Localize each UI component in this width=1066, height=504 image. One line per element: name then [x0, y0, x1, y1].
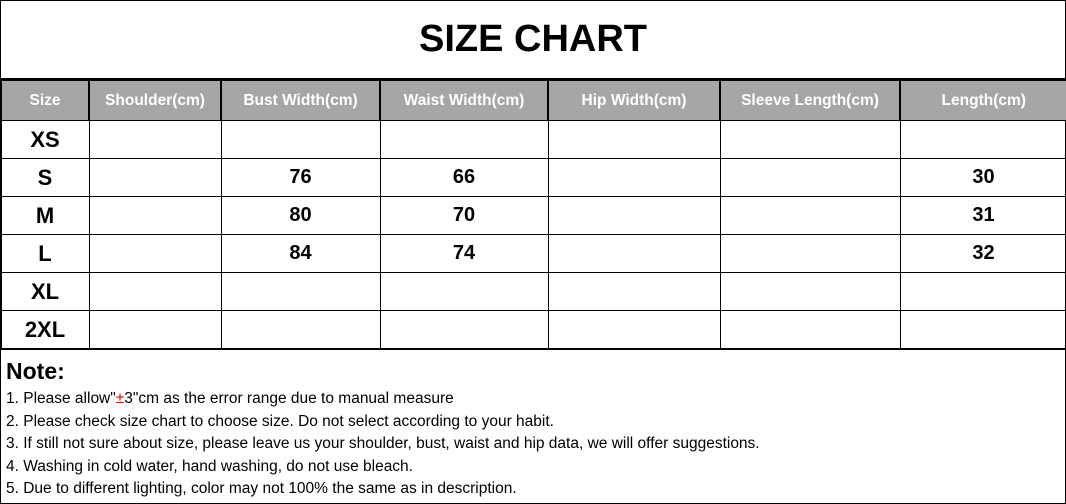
- table-cell: [220, 272, 381, 311]
- table-cell: [88, 158, 222, 197]
- table-cell: [719, 272, 901, 311]
- column-header: Shoulder(cm): [88, 80, 222, 121]
- table-cell: [719, 158, 901, 197]
- table-cell: 74: [379, 234, 549, 273]
- table-cell: [88, 120, 222, 159]
- size-table: Size Shoulder(cm) Bust Width(cm) Waist Widt…: [0, 80, 1066, 349]
- table-cell: [547, 196, 721, 235]
- size-label: 2XL: [0, 310, 90, 349]
- size-label: XL: [0, 272, 90, 311]
- table-cell: [88, 272, 222, 311]
- column-header: Hip Width(cm): [547, 80, 721, 121]
- header-row: Size Shoulder(cm) Bust Width(cm) Waist Widt…: [0, 80, 1066, 121]
- notes-section: Note: 1. Please allow"±3"cm as the error…: [0, 348, 1066, 504]
- table-cell: 32: [899, 234, 1066, 273]
- size-label: M: [0, 196, 90, 235]
- note-text: 3"cm as the error range due to manual me…: [124, 390, 454, 407]
- table-cell: [88, 196, 222, 235]
- table-cell: [88, 310, 222, 349]
- table-row: L 84 74 32: [0, 234, 1066, 273]
- size-label: XS: [0, 120, 90, 159]
- table-cell: [379, 310, 549, 349]
- page-title: SIZE CHART: [0, 0, 1066, 80]
- table-row: 2XL: [0, 310, 1066, 349]
- table-cell: 84: [220, 234, 381, 273]
- note-item: 3. If still not sure about size, please …: [6, 435, 760, 452]
- table-cell: [899, 272, 1066, 311]
- plus-minus-highlight: ±: [115, 390, 125, 407]
- table-cell: [379, 272, 549, 311]
- table-cell: [547, 158, 721, 197]
- column-header: Bust Width(cm): [220, 80, 381, 121]
- table-cell: [719, 310, 901, 349]
- table-cell: 31: [899, 196, 1066, 235]
- table-cell: [547, 272, 721, 311]
- notes-heading: Note:: [6, 358, 65, 384]
- table-row: XL: [0, 272, 1066, 311]
- table-cell: [220, 310, 381, 349]
- table-row: XS: [0, 120, 1066, 159]
- column-header: Waist Width(cm): [379, 80, 549, 121]
- column-header: Sleeve Length(cm): [719, 80, 901, 121]
- table-cell: [220, 120, 381, 159]
- note-item: 2. Please check size chart to choose siz…: [6, 412, 554, 430]
- table-cell: [719, 196, 901, 235]
- table-cell: [899, 310, 1066, 349]
- table-cell: 80: [220, 196, 381, 235]
- table-row: M 80 70 31: [0, 196, 1066, 235]
- table-cell: [547, 120, 721, 159]
- table-cell: 66: [379, 158, 549, 197]
- size-label: S: [0, 158, 90, 197]
- table-cell: [719, 234, 901, 273]
- table-cell: 30: [899, 158, 1066, 197]
- table-cell: 76: [220, 158, 381, 197]
- note-item: 1. Please allow"±3"cm as the error range…: [6, 388, 1066, 411]
- column-header: Size: [0, 80, 90, 121]
- table-row: S 76 66 30: [0, 158, 1066, 197]
- column-header: Length(cm): [899, 80, 1066, 121]
- table-cell: [379, 120, 549, 159]
- note-item: 5. Due to different lighting, color may …: [6, 480, 517, 497]
- note-item: 4. Washing in cold water, hand washing, …: [6, 457, 413, 475]
- size-label: L: [0, 234, 90, 273]
- table-cell: [899, 120, 1066, 159]
- table-cell: [719, 120, 901, 159]
- note-text: 1. Please allow": [6, 390, 116, 407]
- table-cell: [547, 310, 721, 349]
- table-cell: [547, 234, 721, 273]
- table-cell: [88, 234, 222, 273]
- table-cell: 70: [379, 196, 549, 235]
